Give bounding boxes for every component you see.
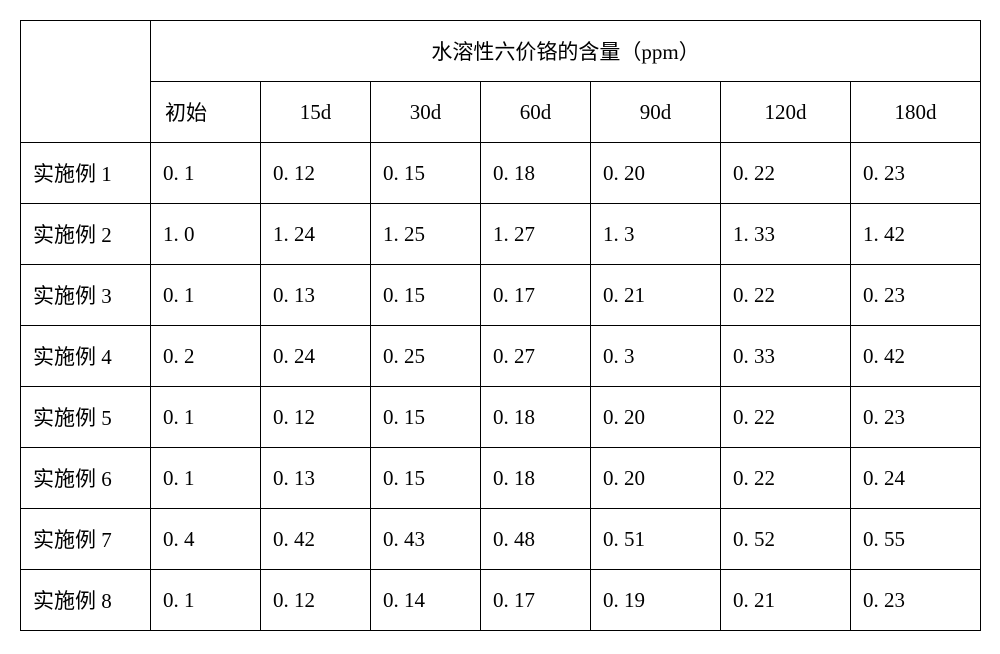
- table-row: 实施例 4 0. 2 0. 24 0. 25 0. 27 0. 3 0. 33 …: [21, 326, 981, 387]
- cell: 0. 24: [851, 448, 981, 509]
- cell: 0. 12: [261, 387, 371, 448]
- col-header: 15d: [261, 82, 371, 143]
- cell: 0. 2: [151, 326, 261, 387]
- cell: 0. 1: [151, 448, 261, 509]
- cell: 0. 18: [481, 143, 591, 204]
- col-header: 30d: [371, 82, 481, 143]
- cell: 1. 0: [151, 204, 261, 265]
- cell: 0. 43: [371, 509, 481, 570]
- cell: 0. 18: [481, 387, 591, 448]
- cell: 0. 33: [721, 326, 851, 387]
- cell: 0. 24: [261, 326, 371, 387]
- cell: 0. 15: [371, 448, 481, 509]
- cell: 0. 18: [481, 448, 591, 509]
- col-header: 120d: [721, 82, 851, 143]
- row-header: 实施例 8: [21, 570, 151, 631]
- cell: 1. 33: [721, 204, 851, 265]
- chromium-content-table: 水溶性六价铬的含量（ppm） 初始 15d 30d 60d 90d 120d 1…: [20, 20, 981, 631]
- table-row: 实施例 7 0. 4 0. 42 0. 43 0. 48 0. 51 0. 52…: [21, 509, 981, 570]
- cell: 0. 1: [151, 570, 261, 631]
- col-header: 90d: [591, 82, 721, 143]
- cell: 0. 13: [261, 265, 371, 326]
- cell: 0. 1: [151, 387, 261, 448]
- cell: 0. 4: [151, 509, 261, 570]
- cell: 0. 17: [481, 265, 591, 326]
- cell: 0. 25: [371, 326, 481, 387]
- cell: 0. 22: [721, 387, 851, 448]
- table-row: 实施例 8 0. 1 0. 12 0. 14 0. 17 0. 19 0. 21…: [21, 570, 981, 631]
- cell: 1. 25: [371, 204, 481, 265]
- row-header: 实施例 3: [21, 265, 151, 326]
- cell: 0. 15: [371, 265, 481, 326]
- cell: 0. 20: [591, 448, 721, 509]
- cell: 0. 27: [481, 326, 591, 387]
- cell: 0. 1: [151, 265, 261, 326]
- cell: 0. 42: [851, 326, 981, 387]
- table-title: 水溶性六价铬的含量（ppm）: [151, 21, 981, 82]
- row-header: 实施例 6: [21, 448, 151, 509]
- cell: 0. 12: [261, 143, 371, 204]
- cell: 0. 21: [591, 265, 721, 326]
- cell: 1. 3: [591, 204, 721, 265]
- cell: 0. 23: [851, 143, 981, 204]
- cell: 1. 42: [851, 204, 981, 265]
- cell: 0. 20: [591, 387, 721, 448]
- cell: 0. 23: [851, 570, 981, 631]
- table-row: 实施例 5 0. 1 0. 12 0. 15 0. 18 0. 20 0. 22…: [21, 387, 981, 448]
- cell: 0. 19: [591, 570, 721, 631]
- cell: 0. 22: [721, 265, 851, 326]
- row-header: 实施例 5: [21, 387, 151, 448]
- cell: 0. 3: [591, 326, 721, 387]
- cell: 0. 17: [481, 570, 591, 631]
- cell: 0. 23: [851, 265, 981, 326]
- cell: 0. 48: [481, 509, 591, 570]
- cell: 0. 21: [721, 570, 851, 631]
- cell: 0. 13: [261, 448, 371, 509]
- row-header: 实施例 1: [21, 143, 151, 204]
- cell: 0. 12: [261, 570, 371, 631]
- cell: 0. 14: [371, 570, 481, 631]
- cell: 0. 55: [851, 509, 981, 570]
- col-header: 初始: [151, 82, 261, 143]
- col-header: 60d: [481, 82, 591, 143]
- row-header: 实施例 2: [21, 204, 151, 265]
- cell: 0. 15: [371, 143, 481, 204]
- table-row: 实施例 1 0. 1 0. 12 0. 15 0. 18 0. 20 0. 22…: [21, 143, 981, 204]
- row-header: 实施例 7: [21, 509, 151, 570]
- cell: 0. 1: [151, 143, 261, 204]
- cell: 0. 22: [721, 448, 851, 509]
- cell: 0. 51: [591, 509, 721, 570]
- col-header: 180d: [851, 82, 981, 143]
- cell: 0. 22: [721, 143, 851, 204]
- cell: 0. 20: [591, 143, 721, 204]
- table-row: 实施例 6 0. 1 0. 13 0. 15 0. 18 0. 20 0. 22…: [21, 448, 981, 509]
- cell: 0. 52: [721, 509, 851, 570]
- row-header: 实施例 4: [21, 326, 151, 387]
- cell: 0. 42: [261, 509, 371, 570]
- cell: 1. 27: [481, 204, 591, 265]
- cell: 1. 24: [261, 204, 371, 265]
- table-row: 实施例 2 1. 0 1. 24 1. 25 1. 27 1. 3 1. 33 …: [21, 204, 981, 265]
- cell: 0. 23: [851, 387, 981, 448]
- cell: 0. 15: [371, 387, 481, 448]
- table-row: 实施例 3 0. 1 0. 13 0. 15 0. 17 0. 21 0. 22…: [21, 265, 981, 326]
- corner-cell: [21, 21, 151, 143]
